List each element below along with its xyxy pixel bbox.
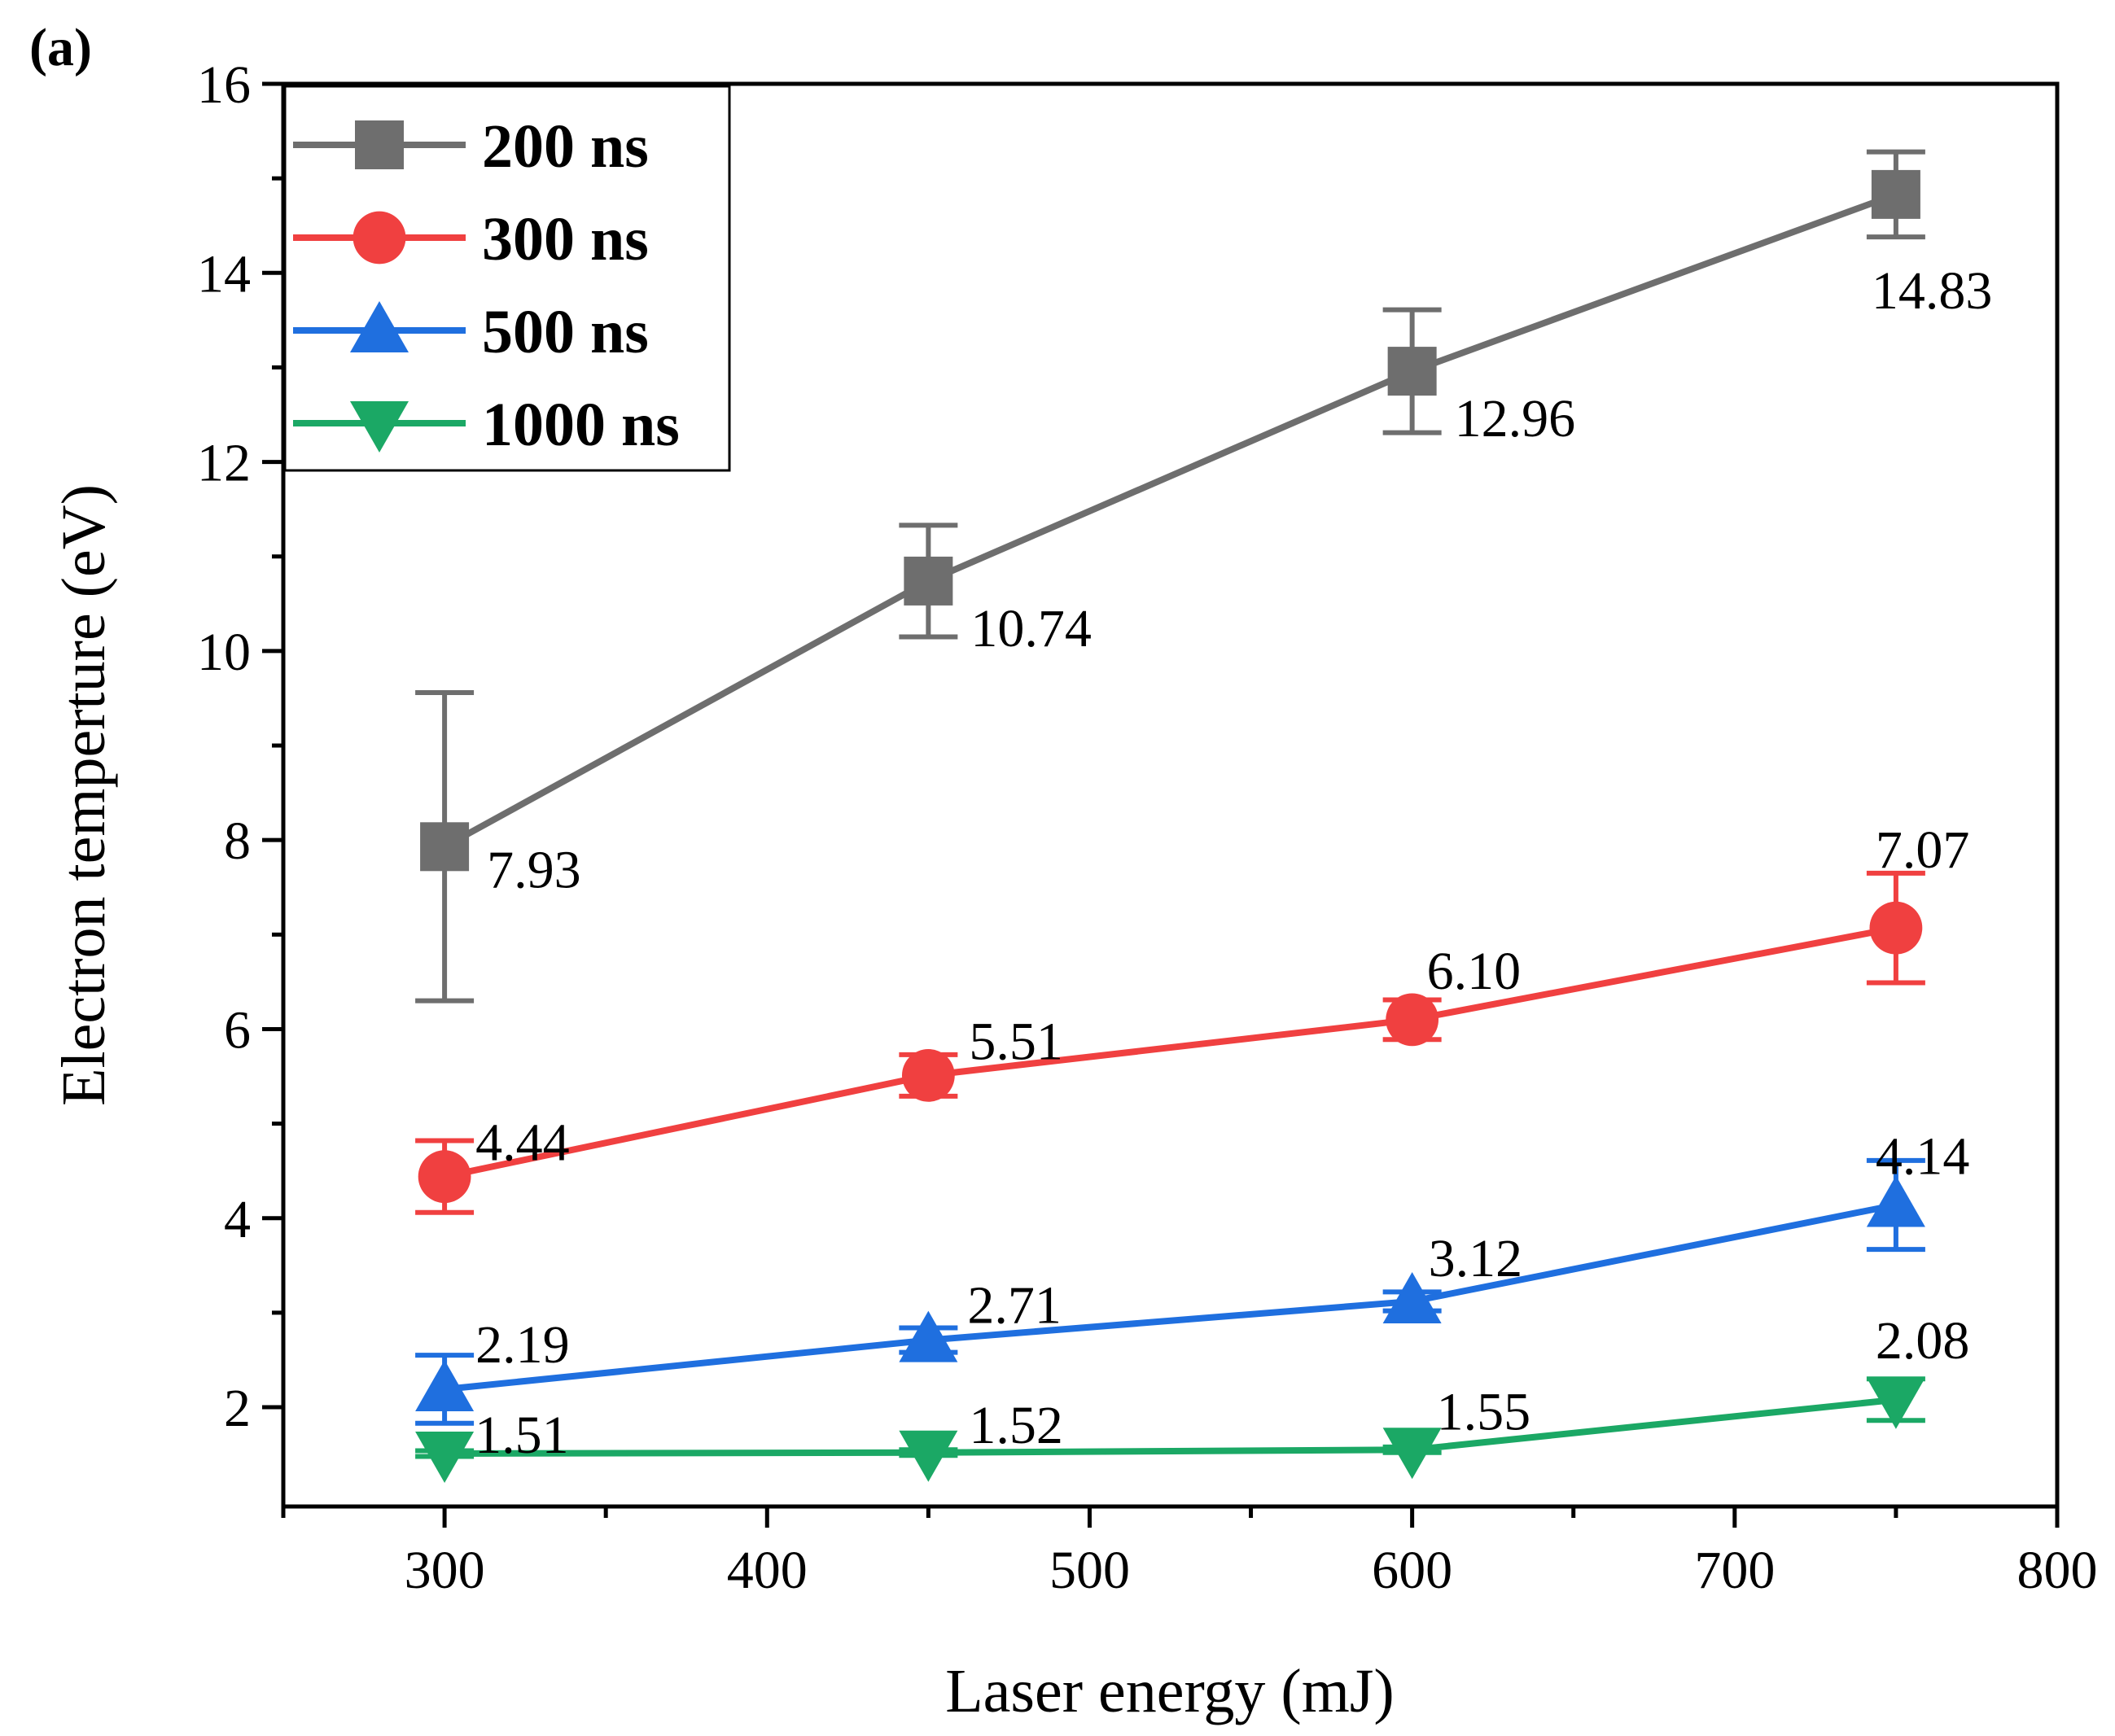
y-tick-label: 10	[197, 623, 251, 682]
legend-label: 200 ns	[482, 112, 649, 181]
data-label: 1.51	[475, 1406, 569, 1465]
data-label: 14.83	[1872, 261, 1993, 321]
data-label: 5.51	[969, 1012, 1063, 1071]
series-line	[444, 1396, 1897, 1457]
series-line	[443, 191, 1898, 850]
legend-marker	[355, 120, 404, 169]
data-point	[1382, 1271, 1442, 1323]
y-axis-title: Electron temperture (eV)	[50, 484, 118, 1106]
legend-label: 500 ns	[482, 298, 649, 366]
series-500-ns: 2.19 2.71 3.12 4.14	[415, 1126, 1970, 1426]
data-label: 12.96	[1455, 389, 1576, 448]
y-tick-label: 14	[197, 244, 251, 304]
y-tick-label: 6	[224, 1000, 251, 1060]
data-point	[901, 1048, 955, 1102]
series-200-ns: 7.93 10.74 12.96 14.83	[415, 149, 1993, 1004]
data-point	[415, 1359, 475, 1411]
x-tick-label: 700	[1694, 1541, 1775, 1600]
x-tick-label: 600	[1372, 1541, 1452, 1600]
data-label: 6.10	[1427, 942, 1522, 1001]
data-point	[415, 1431, 475, 1483]
data-label: 10.74	[970, 599, 1092, 658]
x-axis-title: Laser energy (mJ)	[945, 1657, 1394, 1725]
data-label: 2.71	[967, 1276, 1062, 1336]
data-label: 7.93	[487, 840, 581, 899]
series-300-ns: 4.44 5.51 6.10 7.07	[415, 820, 1970, 1215]
data-label: 3.12	[1429, 1229, 1523, 1288]
data-label: 1.52	[969, 1396, 1063, 1455]
series-1000-ns: 1.51 1.52 1.55 2.08	[415, 1311, 1969, 1483]
x-tick-label: 400	[727, 1541, 808, 1600]
legend-marker	[350, 301, 409, 352]
data-point	[899, 1310, 958, 1362]
data-point	[1387, 347, 1437, 396]
data-point	[899, 1430, 958, 1482]
data-label: 2.08	[1876, 1311, 1970, 1371]
legend-label: 1000 ns	[482, 391, 680, 459]
data-point	[1866, 1175, 1925, 1227]
plot-frame	[281, 81, 2060, 1509]
legend-marker	[350, 401, 409, 453]
y-tick-label: 2	[224, 1379, 251, 1438]
legend-marker	[352, 211, 406, 265]
plot-area: 7.9310.7412.9614.834.445.516.107.072.192…	[415, 149, 1993, 1483]
data-point	[418, 1150, 471, 1204]
legend: 200 ns 300 ns 500 ns 1000 ns	[283, 85, 731, 472]
x-tick-label: 300	[405, 1541, 485, 1600]
y-tick-label: 16	[197, 55, 251, 115]
data-point	[904, 556, 953, 606]
data-label: 4.14	[1876, 1126, 1970, 1186]
data-point	[1871, 169, 1920, 219]
y-tick-label: 8	[224, 811, 251, 871]
x-tick-label: 500	[1049, 1541, 1130, 1600]
legend-label: 300 ns	[482, 205, 649, 273]
series-line	[444, 925, 1897, 1180]
data-point	[1866, 1377, 1925, 1429]
data-point	[1869, 901, 1923, 955]
data-label: 7.07	[1876, 820, 1970, 880]
data-label: 1.55	[1437, 1382, 1531, 1441]
panel-label: (a)	[29, 18, 92, 77]
y-tick-label: 4	[224, 1190, 251, 1249]
data-point	[1382, 1428, 1442, 1480]
series-line	[444, 1201, 1897, 1393]
x-tick-label: 800	[2017, 1541, 2098, 1600]
data-point	[420, 822, 470, 872]
data-point	[1386, 993, 1439, 1047]
y-tick-label: 12	[197, 434, 251, 493]
axes: 300 400 500 600 700 800 2 4 6 8 10 12 14 16	[197, 55, 2098, 1600]
data-label: 2.19	[475, 1315, 570, 1375]
data-label: 4.44	[475, 1113, 570, 1173]
